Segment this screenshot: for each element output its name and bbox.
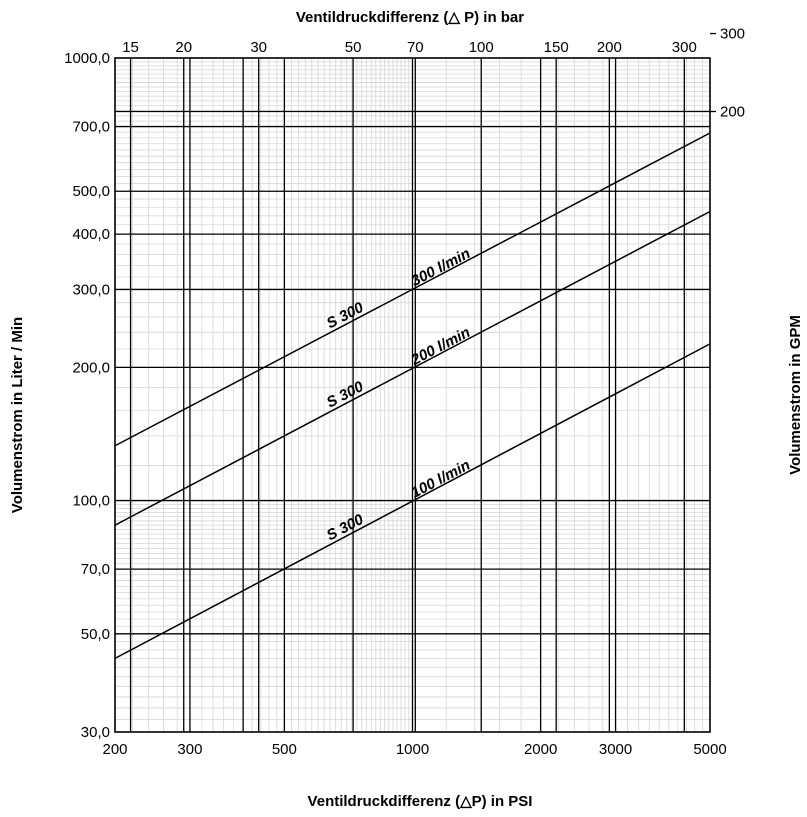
x-tick-label: 3000	[599, 741, 632, 758]
x-tick-label: 2000	[524, 741, 557, 758]
y-tick-label: 50,0	[81, 626, 110, 643]
series-label-right-2: 200 l/min	[408, 324, 474, 369]
series-label-right-1: 100 l/min	[408, 457, 473, 502]
x-tick-label: 500	[272, 741, 297, 758]
x2-tick-label: 70	[407, 39, 424, 56]
x-tick-label: 200	[102, 741, 127, 758]
x2-tick-label: 100	[469, 39, 494, 56]
y2-tick-label: 200	[720, 103, 745, 120]
series-label-right-3: 300 l/min	[408, 245, 473, 290]
x2-tick-label: 300	[672, 39, 697, 56]
plot-frame	[114, 57, 711, 733]
x2-tick-label: 30	[250, 39, 267, 56]
series-line-2	[114, 210, 711, 526]
y2-tick-label: 300	[720, 26, 745, 43]
major-grid	[115, 58, 710, 732]
bottom-axis-title: Ventildruckdifferenz (△P) in PSI	[308, 793, 533, 810]
y-tick-label: 200,0	[72, 359, 110, 376]
top-axis-title: Ventildruckdifferenz (△ P) in bar	[296, 9, 524, 26]
y-tick-label: 70,0	[81, 561, 110, 578]
y-tick-label: 500,0	[72, 183, 110, 200]
x-tick-label: 300	[177, 741, 202, 758]
y-tick-label: 100,0	[72, 493, 110, 510]
y-tick-label: 700,0	[72, 119, 110, 136]
left-axis-title: Volumenstrom in Liter / Min	[9, 317, 26, 513]
x-tick-label: 1000	[396, 741, 429, 758]
y-tick-label: 400,0	[72, 226, 110, 243]
y-tick-label: 1000,0	[64, 50, 110, 67]
x2-tick-label: 50	[345, 39, 362, 56]
x2-tick-label: 15	[122, 39, 139, 56]
x-tick-label: 5000	[693, 741, 726, 758]
y-tick-label: 30,0	[81, 724, 110, 741]
tick-label-layer: 200 300 500 1000 2000 3000 5000 15 20 30 50 70 100 15…	[64, 26, 745, 758]
x2-tick-label: 200	[597, 39, 622, 56]
x2-tick-label: 20	[175, 39, 192, 56]
right-axis-title: Volumenstrom in GPM	[787, 315, 804, 475]
x2-tick-label: 150	[544, 39, 569, 56]
y-tick-label: 300,0	[72, 281, 110, 298]
series-line-3	[114, 132, 711, 447]
series-line-1	[114, 343, 711, 660]
